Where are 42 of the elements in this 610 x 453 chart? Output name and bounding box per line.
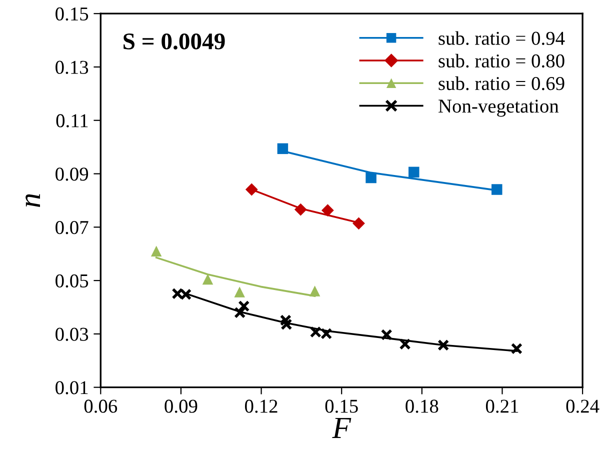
legend-label: sub. ratio = 0.80 [438,54,564,68]
x-tick-label: 0.24 [566,400,600,413]
point [380,328,392,341]
point [321,204,334,217]
point [150,246,162,257]
y-tick-label: 0.03 [56,328,88,341]
legend-label: sub. ratio = 0.94 [438,31,565,45]
point [234,306,246,318]
x-tick-label: 0.06 [84,400,118,413]
point [234,286,245,298]
point [510,342,522,354]
point [238,300,250,312]
x-tick-label: 0.18 [406,400,438,413]
x-tick-label: 0.09 [164,400,198,413]
point [280,318,292,330]
point [492,184,502,195]
point [280,314,292,326]
legend-label: sub. ratio = 0.69 [438,76,564,90]
x-axis-title: F [332,418,352,438]
y-tick-label: 0.11 [56,114,88,128]
point [294,203,307,216]
point [366,172,376,184]
point [309,286,320,296]
point [352,217,365,230]
point [277,143,288,154]
y-tick-label: 0.07 [56,220,88,234]
y-tick-label: 0.01 [56,381,88,394]
y-tick-label: 0.15 [56,7,88,21]
x-tick-label: 0.21 [486,400,518,413]
legend-label: Non-vegetation [438,100,559,117]
point [408,166,420,178]
y-tick-label: 0.05 [56,274,88,288]
point [245,183,258,196]
x-tick-label: 0.12 [245,400,278,413]
x-tick-label: 0.15 [325,400,358,413]
y-axis-title: n [26,194,40,208]
point [438,339,450,351]
annotation: S = 0.0049 [124,33,225,50]
y-tick-label: 0.09 [56,168,88,181]
y-tick-label: 0.13 [56,60,88,74]
point [399,338,411,350]
point [202,274,214,285]
